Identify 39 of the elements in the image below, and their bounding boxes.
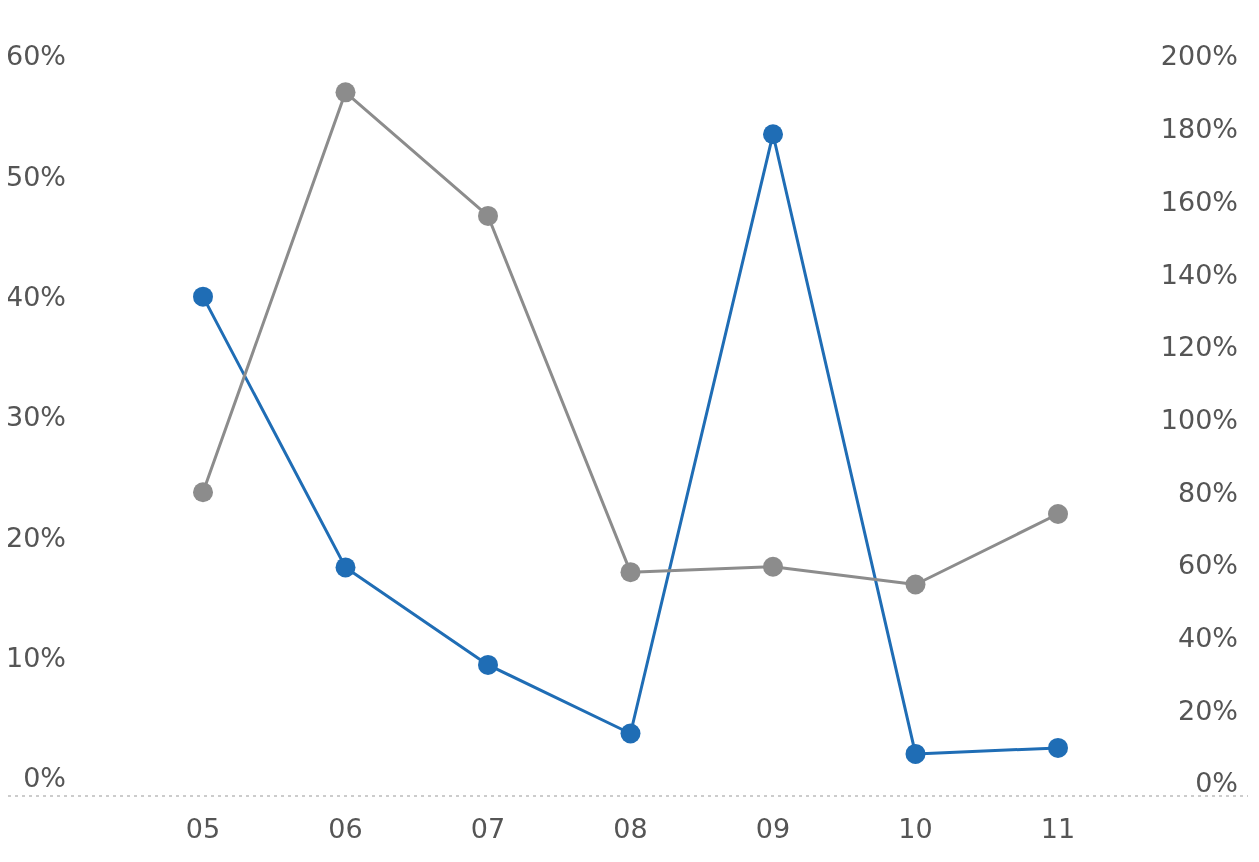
x-tick-label: 10 xyxy=(898,813,933,844)
y2-tick-label: 40% xyxy=(1177,622,1238,654)
y-tick-label: 50% xyxy=(5,160,66,192)
y-tick-label: 0% xyxy=(23,762,66,794)
x-tick-label: 09 xyxy=(755,813,791,844)
y2-tick-label: 120% xyxy=(1160,331,1238,363)
point xyxy=(478,205,498,226)
y2-tick-label: 200% xyxy=(1160,40,1238,72)
point xyxy=(763,124,783,145)
y-tick-label: 10% xyxy=(5,642,66,674)
x-tick-label: 11 xyxy=(1040,813,1076,844)
x-tick-label: 06 xyxy=(328,813,363,844)
point xyxy=(1048,504,1068,525)
point xyxy=(193,482,213,503)
point xyxy=(193,286,213,307)
point xyxy=(478,654,498,675)
y-tick-label: 60% xyxy=(5,40,66,72)
point xyxy=(763,556,783,577)
y2-tick-label: 0% xyxy=(1195,767,1238,799)
y-tick-label: 40% xyxy=(5,281,66,313)
point xyxy=(905,743,926,764)
y2-tick-label: 60% xyxy=(1177,549,1238,581)
point xyxy=(1048,737,1068,758)
x-tick-label: 05 xyxy=(185,813,221,844)
point xyxy=(335,82,356,103)
y2-tick-label: 80% xyxy=(1177,476,1238,508)
y-tick-label: 20% xyxy=(5,521,66,553)
y2-tick-label: 160% xyxy=(1160,185,1238,217)
y2-tick-label: 180% xyxy=(1160,113,1238,145)
x-tick-label: 07 xyxy=(470,813,506,844)
point xyxy=(335,557,356,578)
point xyxy=(620,723,641,744)
point xyxy=(620,562,641,583)
point xyxy=(905,574,926,595)
y-tick-label: 30% xyxy=(5,401,66,433)
y2-tick-label: 20% xyxy=(1177,694,1238,726)
x-tick-label: 08 xyxy=(613,813,648,844)
y2-tick-label: 140% xyxy=(1160,258,1238,290)
y2-tick-label: 100% xyxy=(1160,403,1238,435)
